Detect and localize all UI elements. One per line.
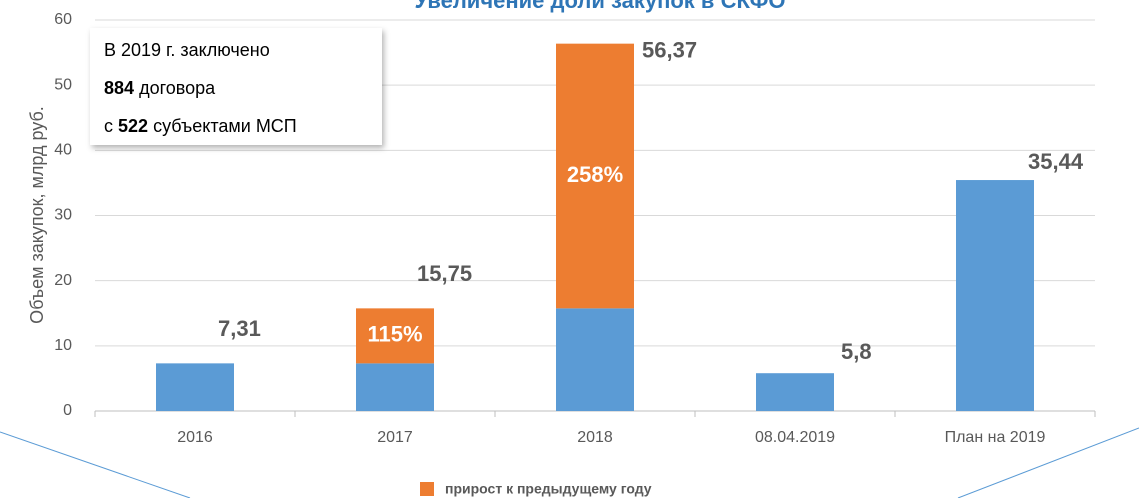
x-tick-label: План на 2019 <box>945 429 1046 446</box>
annotation-text: 884 договора <box>104 78 216 98</box>
chart-title: Увеличение доли закупок в СКФО <box>415 0 786 13</box>
x-tick-label: 2018 <box>577 429 613 446</box>
x-tick-label: 2016 <box>177 429 213 446</box>
x-tick-label: 08.04.2019 <box>755 429 835 446</box>
y-axis-label: Объем закупок, млрд руб. <box>27 106 47 324</box>
total-label: 56,37 <box>642 37 697 62</box>
annotation-number: 522 <box>118 116 148 136</box>
legend-swatch <box>420 482 434 496</box>
total-label: 7,31 <box>218 316 261 341</box>
annotation-box <box>90 28 382 145</box>
x-tick-label: 2017 <box>377 429 413 446</box>
annotation: В 2019 г. заключено 884 договора с 522 с… <box>90 28 382 145</box>
annotation-text: с <box>104 116 113 136</box>
total-label: 5,8 <box>841 339 872 364</box>
bar-segment <box>356 308 434 364</box>
annotation-text: с 522 субъектами МСП <box>104 116 297 136</box>
y-tick-label: 40 <box>54 142 72 159</box>
bar-segment <box>756 373 834 411</box>
bar-segment <box>956 180 1034 411</box>
y-tick-label: 30 <box>54 207 72 224</box>
bar-segment <box>356 363 434 411</box>
y-tick-label: 50 <box>54 76 72 93</box>
total-label: 15,75 <box>417 261 472 286</box>
legend-label: прирост к предыдущему году <box>445 481 652 497</box>
bar-segment <box>156 363 234 411</box>
bar-segment <box>556 308 634 411</box>
y-tick-label: 10 <box>54 337 72 354</box>
y-tick-label: 20 <box>54 272 72 289</box>
annotation-text: субъектами МСП <box>153 116 297 136</box>
annotation-text: договора <box>139 78 216 98</box>
total-label: 35,44 <box>1028 149 1084 174</box>
bar-segment <box>556 43 634 309</box>
decor-line <box>957 427 1139 498</box>
growth-label: 258% <box>567 162 623 187</box>
y-tick-label: 0 <box>63 402 72 419</box>
annotation-text: В 2019 г. заключено <box>104 40 270 60</box>
annotation-number: 884 <box>104 78 134 98</box>
growth-label: 115% <box>367 322 422 347</box>
y-tick-label: 60 <box>54 11 72 28</box>
decor-line <box>0 431 191 498</box>
